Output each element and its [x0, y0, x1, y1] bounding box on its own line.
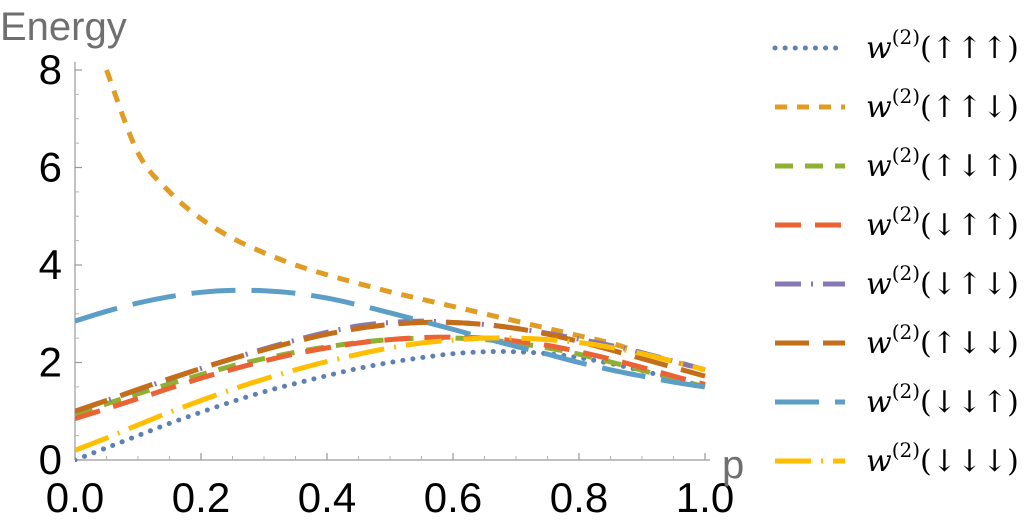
legend-label-superscript: (2) [892, 438, 920, 462]
x-tick-label: 0.4 [298, 474, 356, 521]
legend-label: w(2)(↑↑↓) [866, 84, 1019, 125]
legend-label-base: w [866, 149, 892, 184]
legend-item-8: w(2)(↓↓↓) [775, 438, 1019, 479]
legend-item-1: w(2)(↑↑↑) [772, 25, 1019, 66]
legend-label-superscript: (2) [892, 261, 920, 285]
legend-label-superscript: (2) [892, 202, 920, 226]
legend-label: w(2)(↓↑↑) [866, 202, 1019, 243]
series-line-1 [75, 349, 707, 462]
legend-label-superscript: (2) [892, 25, 920, 49]
legend-label-base: w [866, 208, 892, 243]
x-tick-label: 0.2 [172, 474, 230, 521]
series-line-4 [75, 334, 706, 421]
legend-label-argument: (↑↑↓) [920, 90, 1019, 125]
x-axis-title: p [722, 443, 744, 487]
legend-label-base: w [866, 90, 892, 125]
legend-label-argument: (↓↓↓) [920, 444, 1019, 479]
y-tick-label: 0 [39, 436, 62, 483]
plot-lines [75, 69, 707, 462]
legend-label-superscript: (2) [892, 84, 920, 108]
legend-label-argument: (↑↓↑) [920, 149, 1019, 184]
legend-label-argument: (↓↑↑) [920, 208, 1019, 243]
y-axis-title: Energy [0, 5, 127, 49]
legend-item-4: w(2)(↓↑↑) [775, 202, 1019, 243]
legend-label-argument: (↑↑↑) [920, 31, 1019, 66]
legend-label-superscript: (2) [892, 143, 920, 167]
legend-label: w(2)(↑↑↑) [866, 25, 1019, 66]
legend-item-2: w(2)(↑↑↓) [775, 84, 1019, 125]
y-tick-label: 6 [39, 144, 62, 191]
axes: 0.0 0.2 0.4 0.6 0.8 1.0 0 2 4 6 8 [39, 46, 735, 521]
y-tick-label: 2 [39, 339, 62, 386]
series-line-5 [75, 318, 706, 414]
legend-label-argument: (↑↓↓) [920, 326, 1019, 361]
legend-label-base: w [866, 267, 892, 302]
legend-item-3: w(2)(↑↓↑) [775, 143, 1019, 184]
legend-item-6: w(2)(↑↓↓) [775, 320, 1019, 361]
legend-label: w(2)(↓↓↓) [866, 438, 1019, 479]
x-tick-label: 1.0 [676, 474, 734, 521]
legend-label-argument: (↓↓↑) [920, 385, 1019, 420]
series-line-6 [75, 319, 706, 414]
series-line-8 [75, 335, 706, 453]
legend-label-base: w [866, 385, 892, 420]
legend-item-5: w(2)(↓↑↓) [775, 261, 1019, 302]
legend-label-base: w [866, 444, 892, 479]
legend-item-7: w(2)(↓↓↑) [775, 379, 1019, 420]
y-tick-label: 8 [39, 46, 62, 93]
legend-label-argument: (↓↑↓) [920, 267, 1019, 302]
x-tick-label: 0.8 [550, 474, 608, 521]
x-tick-label: 0.0 [46, 474, 104, 521]
legend-label-superscript: (2) [892, 320, 920, 344]
y-tick-label: 4 [39, 241, 62, 288]
legend-label: w(2)(↑↓↓) [866, 320, 1019, 361]
legend-label-base: w [866, 326, 892, 361]
series-line-2 [104, 69, 706, 373]
series-line-7 [75, 287, 706, 390]
legend-label: w(2)(↑↓↑) [866, 143, 1019, 184]
legend-label-superscript: (2) [892, 379, 920, 403]
legend-label: w(2)(↓↓↑) [866, 379, 1019, 420]
legend-label-base: w [866, 31, 892, 66]
legend: w(2)(↑↑↑)w(2)(↑↑↓)w(2)(↑↓↑)w(2)(↓↑↑)w(2)… [772, 25, 1019, 479]
x-tick-label: 0.6 [424, 474, 482, 521]
legend-label: w(2)(↓↑↓) [866, 261, 1019, 302]
